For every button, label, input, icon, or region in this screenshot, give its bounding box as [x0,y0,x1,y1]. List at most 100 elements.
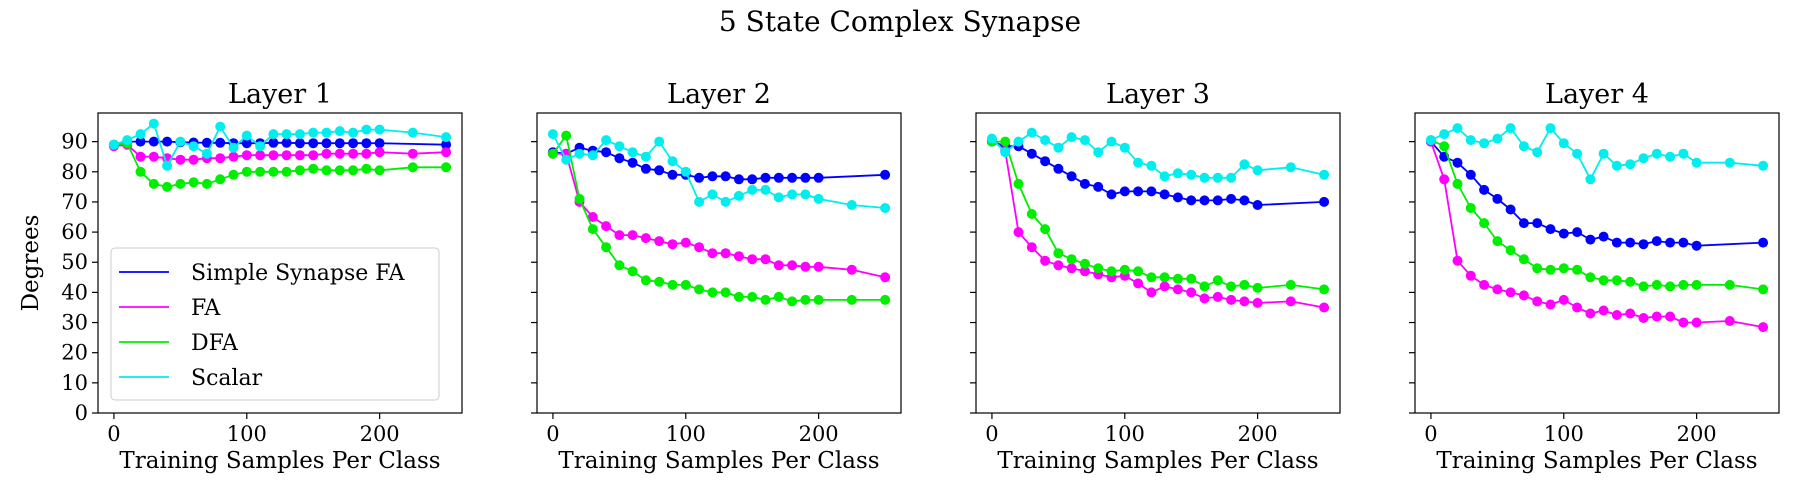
data-point [1558,294,1569,305]
data-point [1625,276,1636,287]
data-point [747,174,758,185]
data-point [348,165,359,176]
data-point [321,138,332,149]
data-point [268,166,279,177]
data-point [1186,195,1197,206]
data-point [1678,279,1689,290]
data-point [215,153,226,164]
data-point [1079,178,1090,189]
data-point [601,221,612,232]
data-point [1598,231,1609,242]
data-point [215,137,226,148]
data-point [321,165,332,176]
data-point [1758,322,1769,333]
data-point [281,150,292,161]
data-point [255,141,266,152]
data-point [1532,147,1543,158]
legend-label: Simple Synapse FA [191,261,406,286]
data-point [846,200,857,210]
data-point [747,184,758,195]
data-point [1133,157,1144,168]
data-point [175,178,186,189]
data-point [680,166,691,177]
chart-title-layer-1: Layer 1 [228,79,332,110]
data-point [148,178,159,189]
data-point [255,150,266,161]
data-point [1651,279,1662,290]
data-point [1252,200,1263,210]
y-tick-label: 30 [61,311,88,335]
data-point [667,169,678,180]
x-tick-label: 200 [1677,422,1717,446]
x-tick-label: 200 [360,422,400,446]
legend-label: Scalar [191,366,263,391]
data-point [1239,195,1250,206]
data-point [1545,224,1556,235]
data-point [667,156,678,167]
data-point [162,136,173,147]
data-point [747,254,758,265]
data-point [1212,291,1223,302]
data-point [1026,148,1037,159]
data-point [1558,228,1569,239]
data-point [1172,273,1183,284]
data-point [1040,224,1051,235]
data-point [1066,171,1077,182]
data-point [1159,189,1170,200]
data-point [1651,148,1662,159]
data-point [1452,123,1463,134]
series-line-layer-3-1 [991,139,1325,309]
x-tick-label: 0 [1424,422,1437,446]
data-point [1572,148,1583,159]
data-point [880,203,891,213]
data-point [1691,157,1702,168]
data-point [640,275,651,286]
data-point [374,165,385,176]
x-tick-label: 0 [107,422,120,446]
data-point [760,254,771,265]
series-line-layer-2-1 [552,152,886,279]
data-point [773,192,784,203]
data-point [1186,169,1197,180]
data-point [1505,245,1516,256]
data-point [1040,255,1051,266]
data-point [773,260,784,271]
data-point [640,233,651,244]
data-point [1479,218,1490,229]
data-point [733,174,744,185]
data-point [1598,305,1609,316]
data-point [321,127,332,138]
data-point [787,189,798,200]
x-axis-label: Training Samples Per Class [997,448,1318,474]
data-point [1665,281,1676,292]
data-point [1000,136,1011,147]
data-point [1572,302,1583,313]
series-line-layer-4-0 [1430,141,1764,247]
data-point [1319,302,1330,313]
x-axis-label: Training Samples Per Class [1436,448,1757,474]
x-tick-label: 200 [1238,422,1278,446]
data-point [1492,284,1503,295]
data-point [348,127,359,138]
data-point [1518,254,1529,265]
data-point [574,193,585,204]
data-point [407,148,418,159]
data-point [1226,294,1237,305]
data-point [334,148,345,159]
data-point [441,139,452,150]
data-point [1172,168,1183,179]
data-point [1106,266,1117,277]
y-axis-label: Degrees [18,215,44,312]
data-point [1066,263,1077,274]
y-tick-label: 10 [61,371,88,395]
data-point [707,248,718,259]
data-point [654,136,665,147]
data-point [694,242,705,253]
data-point [1079,135,1090,146]
data-point [1106,189,1117,200]
data-point [1611,275,1622,286]
data-point [268,150,279,161]
y-tick-label: 70 [61,190,88,214]
